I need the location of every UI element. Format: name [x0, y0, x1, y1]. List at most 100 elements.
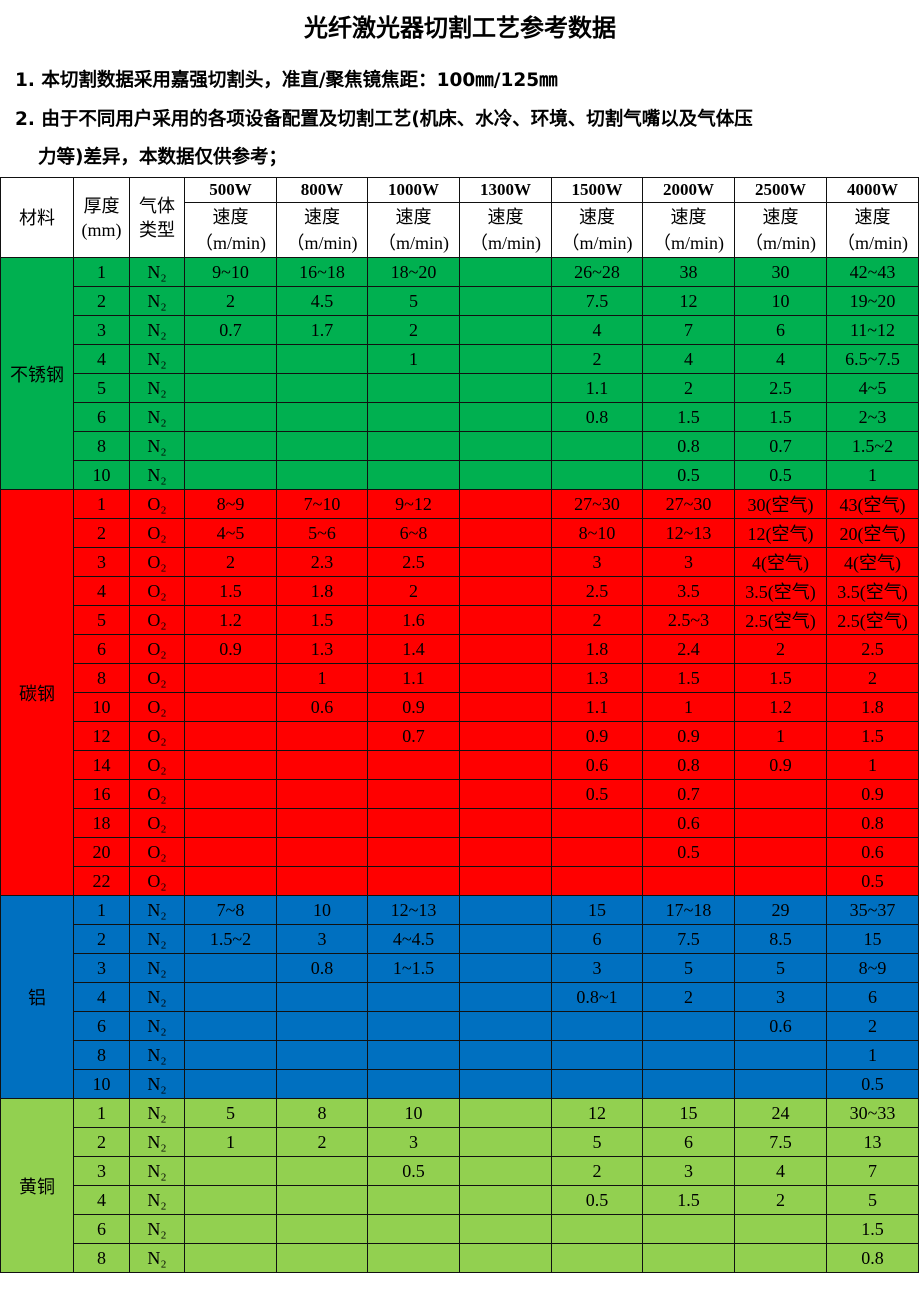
gas-cell: N₂ — [129, 1127, 185, 1157]
speed-cell: 2 — [551, 344, 643, 374]
header-material: 材料 — [0, 177, 74, 258]
speed-cell — [276, 1185, 368, 1215]
speed-cell: 1.5 — [826, 721, 919, 751]
speed-cell — [184, 692, 277, 722]
header-speed-label: 速度 — [212, 207, 249, 227]
thickness-cell: 18 — [73, 808, 130, 838]
speed-cell — [276, 837, 368, 867]
speed-cell — [459, 663, 552, 693]
speed-cell: 0.5 — [642, 837, 735, 867]
gas-cell: O₂ — [129, 576, 185, 606]
gas-cell: O₂ — [129, 547, 185, 577]
speed-cell: 2.3 — [276, 547, 368, 577]
speed-cell: 2.5(空气) — [826, 605, 919, 635]
speed-cell — [459, 402, 552, 432]
gas-cell: N₂ — [129, 286, 185, 316]
speed-cell — [367, 779, 460, 809]
speed-cell: 1.4 — [367, 634, 460, 664]
speed-cell: 7 — [826, 1156, 919, 1186]
speed-cell: 2 — [184, 547, 277, 577]
table-row: 黄铜 1 N₂ 5 8 10 12 15 24 30~33 — [0, 1098, 919, 1273]
header-speed-unit: （m/min) — [745, 233, 816, 253]
speed-cell: 3 — [551, 953, 643, 983]
header-speed-label: 速度 — [762, 207, 799, 227]
table-row: 不锈钢 1 N₂ 9~10 16~18 18~20 26~28 38 30 42~43 — [0, 257, 919, 490]
speed-cell: 1.7 — [276, 315, 368, 345]
speed-cell — [551, 808, 643, 838]
header-speed-unit: （m/min) — [286, 233, 358, 253]
speed-cell: 2.5 — [551, 576, 643, 606]
speed-cell: 1.8 — [276, 576, 368, 606]
speed-cell: 4(空气) — [826, 547, 919, 577]
table-row: 12 O₂ 0.7 0.9 0.9 1 1.5 — [0, 721, 919, 751]
header-speed-label: 速度 — [304, 207, 340, 227]
gas-cell: O₂ — [129, 663, 185, 693]
speed-cell: 38 — [642, 257, 735, 287]
table-row: 2 N₂ 1.5~2 3 4~4.5 6 7.5 8.5 15 — [0, 924, 919, 954]
speed-cell: 19~20 — [826, 286, 919, 316]
speed-cell — [459, 750, 552, 780]
speed-cell — [184, 982, 277, 1012]
speed-cell: 15 — [642, 1098, 735, 1128]
thickness-cell: 22 — [73, 866, 130, 896]
speed-cell — [459, 286, 552, 316]
speed-cell: 8~10 — [551, 518, 643, 548]
speed-cell — [276, 721, 368, 751]
gas-cell: O₂ — [129, 750, 185, 780]
speed-cell — [184, 1214, 277, 1244]
speed-cell: 3 — [642, 547, 735, 577]
gas-cell: N₂ — [129, 895, 185, 925]
speed-cell: 0.5 — [642, 460, 735, 490]
speed-cell: 1 — [826, 750, 919, 780]
thickness-cell: 14 — [73, 750, 130, 780]
header-speed-unit: （m/min) — [470, 233, 541, 253]
speed-cell — [734, 837, 827, 867]
speed-cell: 0.5 — [551, 779, 643, 809]
speed-cell: 0.9 — [826, 779, 919, 809]
speed-cell: 4 — [734, 1156, 827, 1186]
speed-cell: 0.8 — [642, 750, 735, 780]
speed-cell: 10 — [276, 895, 368, 925]
speed-cell: 1 — [826, 1040, 919, 1070]
speed-cell: 1.5 — [826, 1214, 919, 1244]
speed-cell — [459, 576, 552, 606]
speed-cell — [184, 344, 277, 374]
speed-cell — [276, 1040, 368, 1070]
header-thickness: 厚度 (mm) — [73, 177, 130, 258]
thickness-cell: 6 — [73, 634, 130, 664]
speed-cell: 43(空气) — [826, 489, 919, 519]
thickness-cell: 8 — [73, 431, 130, 461]
speed-cell — [459, 1069, 552, 1099]
thickness-cell: 6 — [73, 402, 130, 432]
thickness-cell: 6 — [73, 1214, 130, 1244]
speed-cell: 4 — [642, 344, 735, 374]
speed-cell — [459, 489, 552, 519]
speed-cell: 5 — [734, 953, 827, 983]
speed-cell — [551, 1011, 643, 1041]
table-row: 4 N₂ 0.5 1.5 2 5 — [0, 1185, 919, 1215]
gas-cell: O₂ — [129, 721, 185, 751]
speed-cell — [459, 692, 552, 722]
speed-cell — [459, 518, 552, 548]
thickness-cell: 10 — [73, 692, 130, 722]
speed-cell — [551, 866, 643, 896]
speed-cell: 3 — [734, 982, 827, 1012]
speed-cell — [184, 663, 277, 693]
speed-cell: 1.5~2 — [826, 431, 919, 461]
speed-cell — [459, 779, 552, 809]
gas-cell: N₂ — [129, 1156, 185, 1186]
speed-cell: 1.1 — [551, 692, 643, 722]
gas-cell: N₂ — [129, 344, 185, 374]
speed-cell — [551, 837, 643, 867]
speed-cell: 2 — [642, 982, 735, 1012]
speed-cell: 9~12 — [367, 489, 460, 519]
material-cell: 碳钢 — [0, 489, 74, 896]
speed-cell: 2 — [826, 1011, 919, 1041]
speed-cell: 1.3 — [551, 663, 643, 693]
gas-cell: N₂ — [129, 1243, 185, 1273]
speed-cell: 4~4.5 — [367, 924, 460, 954]
speed-cell: 7.5 — [551, 286, 643, 316]
speed-cell — [184, 808, 277, 838]
speed-cell: 6 — [551, 924, 643, 954]
speed-cell: 2.5 — [367, 547, 460, 577]
